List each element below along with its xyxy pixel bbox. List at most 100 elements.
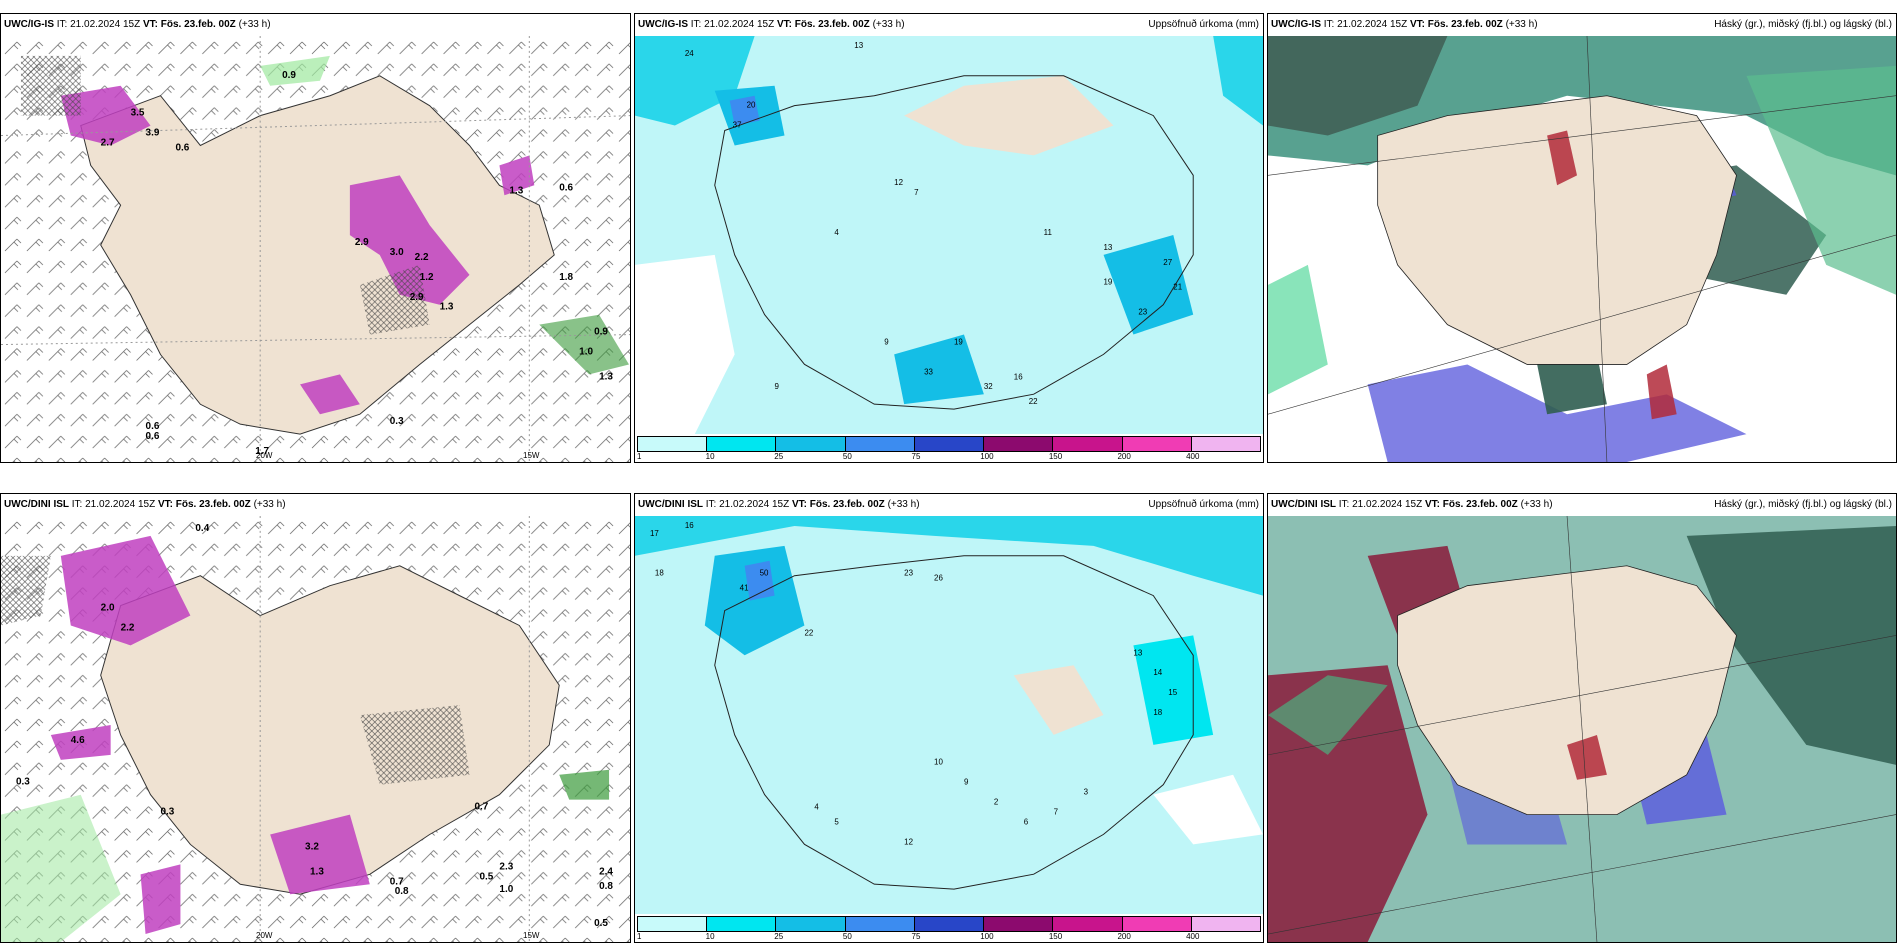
value-label: 0.3 [16, 777, 30, 788]
value-label: 0.6 [175, 142, 189, 153]
map-shape [635, 516, 1263, 596]
value-label: 0.3 [160, 807, 174, 818]
value-label: 26 [934, 574, 943, 583]
lead-time: (+33 h) [1520, 499, 1553, 510]
value-label: 3.9 [146, 128, 160, 139]
value-label: 24 [685, 49, 694, 58]
panel-header: UWC/DINI ISL IT: 21.02.2024 15Z VT: Fös.… [1268, 494, 1896, 516]
value-label: 16 [1014, 372, 1023, 381]
model-name: UWC/DINI ISL [638, 499, 703, 510]
map-shape [714, 555, 1194, 890]
colorbar-bin [914, 917, 985, 931]
lead-time: (+33 h) [253, 499, 286, 510]
value-label: 0.8 [395, 886, 409, 897]
value-label: 1.8 [559, 272, 573, 283]
value-label: 2.3 [499, 861, 513, 872]
lon-label-15w: 15W [523, 451, 540, 460]
value-label: 41 [740, 584, 749, 593]
value-label: 1.0 [499, 884, 513, 895]
map-shape [635, 254, 735, 434]
map-shape [300, 374, 360, 415]
map-shape [20, 55, 81, 116]
init-time: IT: 21.02.2024 15Z [690, 19, 775, 30]
valid-label: VT: [1424, 499, 1440, 510]
colorbar-label: 75 [911, 452, 921, 461]
value-label: 2.9 [355, 237, 369, 248]
map-precip-type: 0.9 3.9 2.7 3.5 0.6 2.9 3.0 2.2 1.2 2.9 … [1, 36, 630, 462]
value-label: 0.7 [390, 876, 404, 887]
value-label: 16 [685, 521, 694, 530]
value-label: 13 [1133, 648, 1142, 657]
panel-bottom-right: UWC/DINI ISL IT: 21.02.2024 15Z VT: Fös.… [1267, 493, 1897, 943]
panel-top-middle: UWC/IG-IS IT: 21.02.2024 15Z VT: Fös. 23… [634, 13, 1264, 463]
value-label: 13 [1104, 243, 1113, 252]
colorbar-bin [845, 917, 915, 931]
value-label: 0.6 [559, 182, 573, 193]
colorbar-bin [1053, 437, 1123, 451]
map-shape [260, 55, 330, 86]
map-shape [1746, 65, 1896, 295]
colorbar-bin [1191, 437, 1260, 451]
map-shape [1103, 235, 1194, 335]
value-label: 23 [904, 569, 913, 578]
value-label: 0.6 [146, 421, 160, 432]
colorbar-label: 25 [774, 932, 784, 941]
value-label: 3 [1084, 788, 1089, 797]
init-time: IT: 21.02.2024 15Z [705, 499, 790, 510]
map-shape [1537, 354, 1607, 415]
map-shape [1268, 675, 1388, 755]
map-shape [704, 545, 805, 656]
map-shape [1268, 234, 1896, 415]
init-time: IT: 21.02.2024 15Z [56, 19, 141, 30]
value-label: 5 [834, 817, 839, 826]
colorbar-bin [707, 917, 777, 931]
colorbar-label: 200 [1117, 452, 1131, 461]
value-label: 18 [1153, 708, 1162, 717]
map-shape [359, 264, 430, 335]
panel-top-right: UWC/IG-IS IT: 21.02.2024 15Z VT: Fös. 23… [1267, 13, 1897, 463]
value-label: 22 [1029, 397, 1038, 406]
panel-field-title: Háský (gr.), miðský (fj.bl.) og lágský (… [1714, 499, 1892, 510]
colorbar-label: 50 [842, 932, 852, 941]
value-label: 23 [1138, 308, 1147, 317]
map-shape [1213, 36, 1263, 126]
value-label: 0.6 [146, 431, 160, 442]
map-shape [140, 864, 181, 935]
value-label: 0.7 [474, 802, 488, 813]
value-label: 0.9 [282, 70, 296, 81]
value-label: 19 [1104, 278, 1113, 287]
value-label: 12 [894, 178, 903, 187]
model-name: UWC/DINI ISL [4, 499, 69, 510]
value-label: 3.0 [390, 247, 404, 258]
map-precip-type: 0.4 2.0 2.2 4.6 0.3 0.3 0.7 3.2 1.3 0.7 … [1, 516, 630, 942]
value-label: 2 [994, 798, 999, 807]
lead-time: (+33 h) [238, 19, 271, 30]
map-shape [894, 334, 984, 405]
panel-field-title: Háský (gr.), miðský (fj.bl.) og lágský (… [1714, 19, 1892, 30]
map-shape [1268, 264, 1328, 395]
map-shape [1586, 36, 1608, 462]
value-label: 32 [984, 382, 993, 391]
map-shape [714, 75, 1194, 410]
precip-colorbar: 1 10 25 50 75 100 150 200 400 [637, 916, 1261, 941]
value-label: 3.5 [131, 108, 145, 119]
value-label: 9 [964, 778, 969, 787]
map-shape [60, 85, 151, 146]
map-shape [1013, 665, 1104, 735]
map-shape [1268, 814, 1896, 935]
value-label: 13 [854, 41, 863, 50]
panel-bottom-left: UWC/DINI ISL IT: 21.02.2024 15Z VT: Fös.… [0, 493, 631, 943]
colorbar-bin [1191, 917, 1260, 931]
colorbar-label: 200 [1117, 932, 1131, 941]
value-label: 0.9 [594, 327, 608, 338]
colorbar-label: 1 [637, 932, 642, 941]
value-label: 4 [814, 803, 819, 812]
colorbar-bin [776, 917, 846, 931]
lon-label-20w: 20W [256, 931, 273, 940]
value-label: 33 [924, 367, 933, 376]
map-shape [1, 115, 630, 137]
colorbar-bin [776, 437, 846, 451]
valid-time: Fös. 23.feb. 00Z [175, 499, 251, 510]
colorbar-label: 400 [1186, 452, 1200, 461]
map-shape [1268, 95, 1896, 176]
